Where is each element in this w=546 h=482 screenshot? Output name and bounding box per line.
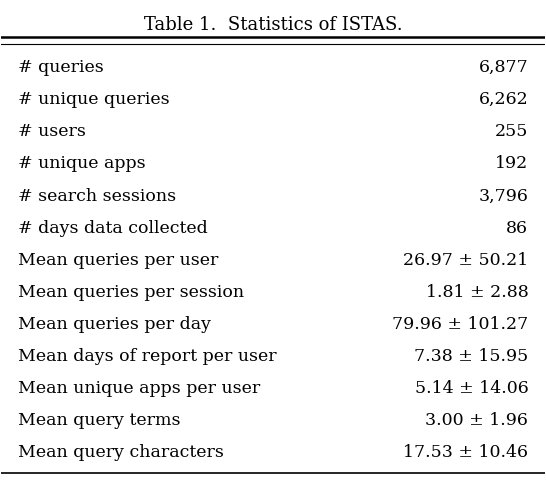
Text: 192: 192 <box>495 156 529 173</box>
Text: # unique queries: # unique queries <box>17 91 169 108</box>
Text: 1.81 ± 2.88: 1.81 ± 2.88 <box>425 284 529 301</box>
Text: 86: 86 <box>506 220 529 237</box>
Text: 6,262: 6,262 <box>478 91 529 108</box>
Text: 5.14 ± 14.06: 5.14 ± 14.06 <box>414 380 529 397</box>
Text: Mean days of report per user: Mean days of report per user <box>17 348 276 365</box>
Text: Mean query terms: Mean query terms <box>17 412 180 429</box>
Text: # days data collected: # days data collected <box>17 220 207 237</box>
Text: Table 1.  Statistics of ISTAS.: Table 1. Statistics of ISTAS. <box>144 16 402 34</box>
Text: 79.96 ± 101.27: 79.96 ± 101.27 <box>392 316 529 333</box>
Text: 3,796: 3,796 <box>478 187 529 204</box>
Text: Mean queries per user: Mean queries per user <box>17 252 218 268</box>
Text: Mean queries per day: Mean queries per day <box>17 316 211 333</box>
Text: # unique apps: # unique apps <box>17 156 145 173</box>
Text: Mean query characters: Mean query characters <box>17 444 223 461</box>
Text: Mean unique apps per user: Mean unique apps per user <box>17 380 260 397</box>
Text: # queries: # queries <box>17 59 103 76</box>
Text: # search sessions: # search sessions <box>17 187 176 204</box>
Text: 6,877: 6,877 <box>478 59 529 76</box>
Text: 3.00 ± 1.96: 3.00 ± 1.96 <box>425 412 529 429</box>
Text: # users: # users <box>17 123 86 140</box>
Text: Mean queries per session: Mean queries per session <box>17 284 244 301</box>
Text: 17.53 ± 10.46: 17.53 ± 10.46 <box>403 444 529 461</box>
Text: 7.38 ± 15.95: 7.38 ± 15.95 <box>414 348 529 365</box>
Text: 26.97 ± 50.21: 26.97 ± 50.21 <box>403 252 529 268</box>
Text: 255: 255 <box>495 123 529 140</box>
